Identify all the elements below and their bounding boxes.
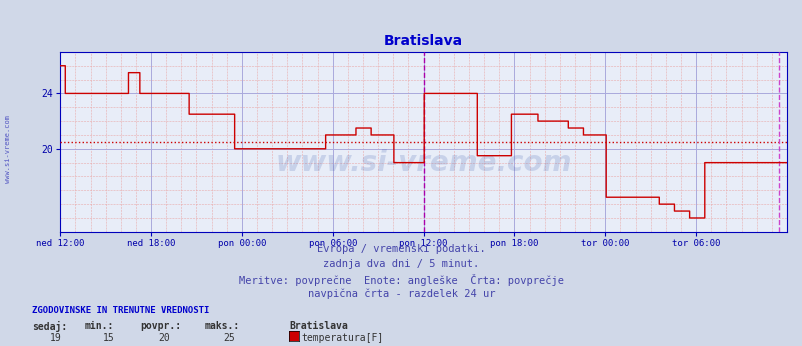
Text: sedaj:: sedaj:: [32, 321, 67, 332]
Text: min.:: min.:: [84, 321, 114, 331]
Text: Evropa / vremenski podatki.: Evropa / vremenski podatki.: [317, 244, 485, 254]
Title: Bratislava: Bratislava: [383, 34, 463, 48]
Text: ZGODOVINSKE IN TRENUTNE VREDNOSTI: ZGODOVINSKE IN TRENUTNE VREDNOSTI: [32, 306, 209, 315]
Text: 20: 20: [159, 333, 170, 343]
Text: zadnja dva dni / 5 minut.: zadnja dva dni / 5 minut.: [323, 259, 479, 269]
Text: Meritve: povprečne  Enote: angleške  Črta: povprečje: Meritve: povprečne Enote: angleške Črta:…: [239, 274, 563, 286]
Text: 19: 19: [51, 333, 62, 343]
Text: www.si-vreme.com: www.si-vreme.com: [5, 115, 11, 183]
Text: temperatura[F]: temperatura[F]: [301, 333, 383, 343]
Text: 15: 15: [103, 333, 114, 343]
Text: www.si-vreme.com: www.si-vreme.com: [275, 149, 571, 177]
Text: Bratislava: Bratislava: [289, 321, 347, 331]
Text: navpična črta - razdelek 24 ur: navpična črta - razdelek 24 ur: [307, 289, 495, 299]
Text: povpr.:: povpr.:: [140, 321, 181, 331]
Text: 25: 25: [223, 333, 234, 343]
Text: maks.:: maks.:: [205, 321, 240, 331]
